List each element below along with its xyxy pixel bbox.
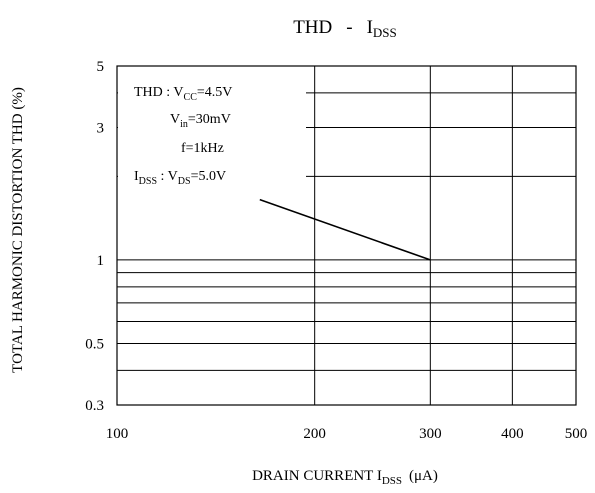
y-tick-label-1: 1 bbox=[97, 253, 105, 269]
y-axis-label: TOTAL HARMONIC DISTORTION THD (%) bbox=[10, 87, 26, 373]
x-axis-label-sub: DSS bbox=[382, 475, 402, 487]
plot-border bbox=[116, 65, 577, 406]
x-axis-label: DRAIN CURRENT IDSS (μA) bbox=[252, 468, 438, 487]
conditions-text: THD : VCC=4.5V Vin=30mV f=1kHz IDSS : VD… bbox=[134, 85, 232, 187]
condition-line-3: f=1kHz bbox=[181, 141, 224, 156]
chart-title-sep: - bbox=[346, 17, 352, 38]
x-tick-label-200: 200 bbox=[303, 426, 326, 442]
y-tick-label-0.3: 0.3 bbox=[85, 398, 104, 414]
x-axis-label-pre: DRAIN CURRENT I bbox=[252, 468, 382, 484]
y-tick-label-3: 3 bbox=[97, 121, 105, 137]
condition-line-1: THD : VCC=4.5V bbox=[134, 85, 232, 103]
x-tick-label-400: 400 bbox=[501, 426, 524, 442]
x-tick-label-100: 100 bbox=[106, 426, 129, 442]
series-line-0 bbox=[259, 198, 431, 261]
chart-title: THD - IDSS bbox=[293, 17, 397, 40]
chart-title-main: THD bbox=[293, 17, 332, 38]
chart-title-sub: DSS bbox=[373, 25, 397, 40]
condition-line-2: Vin=30mV bbox=[170, 112, 231, 130]
y-tick-label-0.5: 0.5 bbox=[85, 336, 104, 352]
x-tick-label-300: 300 bbox=[419, 426, 442, 442]
x-tick-labels: 100 200 300 400 500 bbox=[106, 426, 588, 442]
x-tick-label-500: 500 bbox=[565, 426, 588, 442]
chart-title-sym: I bbox=[367, 17, 373, 38]
x-axis-label-post: (μA) bbox=[409, 468, 438, 484]
y-tick-label-5: 5 bbox=[97, 59, 105, 75]
conditions-box bbox=[118, 67, 306, 206]
condition-line-4: IDSS : VDS=5.0V bbox=[134, 169, 226, 187]
series-group bbox=[259, 198, 431, 261]
y-tick-labels: 5 3 1 0.5 0.3 bbox=[85, 59, 104, 414]
